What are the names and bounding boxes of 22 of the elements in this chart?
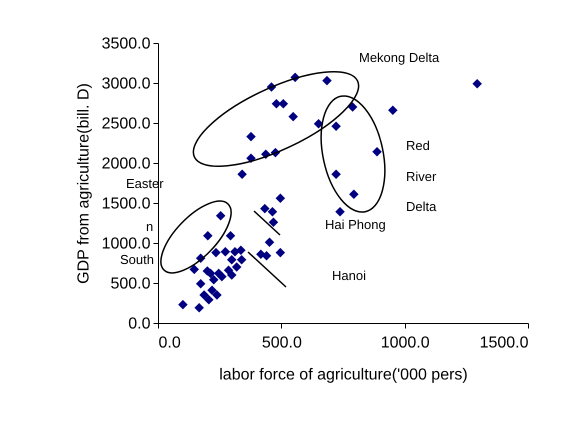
x-axis-title: labor force of agriculture('000 pers) <box>219 366 468 384</box>
x-tick-label: 1000.0 <box>380 334 430 352</box>
y-tick-label: 2000.0 <box>102 156 151 172</box>
x-tick-label: 500.0 <box>262 334 302 352</box>
x-tick-label: 1500.0 <box>480 334 529 352</box>
y-tick-label: 2500.0 <box>102 116 151 132</box>
text: n <box>146 219 154 234</box>
y-tick-label: 500.0 <box>110 276 151 292</box>
annotation: Hanoi <box>332 268 366 283</box>
annotation: Hai Phong <box>325 217 386 232</box>
y-tick-label: 1500.0 <box>102 196 151 212</box>
y-tick-label: 0.0 <box>128 316 151 332</box>
annotation: River <box>406 169 436 184</box>
y-tick-label: 3000.0 <box>102 76 151 92</box>
y-axis-title: GDP from agriculture(bill. D) <box>76 83 93 284</box>
text: South <box>120 252 154 267</box>
annotation: Delta <box>406 199 436 214</box>
annotation: Mekong Delta <box>359 50 440 65</box>
x-tick-label: 0.0 <box>158 334 181 352</box>
annotation: Red <box>406 138 430 153</box>
y-tick-label: 1000.0 <box>102 236 151 252</box>
y-tick-label: 3500.0 <box>102 36 151 52</box>
